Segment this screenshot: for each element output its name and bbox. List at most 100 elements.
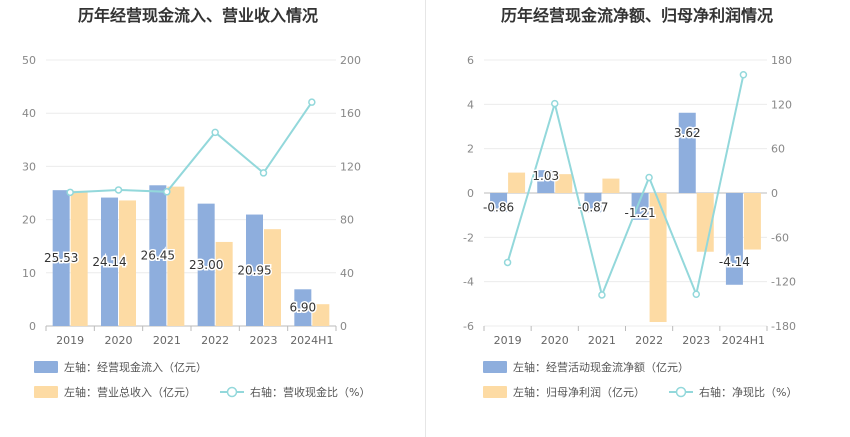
right-axis-tick: 80 xyxy=(340,214,354,227)
bar-value-label: 24.14 xyxy=(92,255,126,269)
bar-primary xyxy=(197,203,215,326)
bar-primary xyxy=(725,193,743,285)
x-axis-label: 2024H1 xyxy=(722,334,765,347)
ratio-point xyxy=(739,71,748,79)
x-axis-label: 2024H1 xyxy=(290,334,333,347)
right-axis-tick: -180 xyxy=(771,320,796,333)
bar-primary xyxy=(246,214,263,326)
bar-value-label: 23.00 xyxy=(189,258,223,272)
x-axis-label: 2022 xyxy=(201,334,229,347)
right-axis-tick: 40 xyxy=(340,267,354,280)
bar-primary xyxy=(52,190,70,326)
x-axis-label: 2023 xyxy=(250,334,278,347)
right-axis-tick: -120 xyxy=(771,276,796,289)
chart-title: 历年经营现金流入、营业收入情况 xyxy=(78,6,318,25)
bar-value-label: 20.95 xyxy=(237,263,271,277)
x-axis-label: 2019 xyxy=(56,334,84,347)
bar-primary xyxy=(537,170,555,193)
left-axis-tick: 4 xyxy=(467,98,474,111)
bar-value-label: 25.53 xyxy=(44,251,78,265)
chart-title: 历年经营现金流净额、归母净利润情况 xyxy=(501,6,773,25)
right-axis-tick: 120 xyxy=(771,98,792,111)
x-axis-label: 2019 xyxy=(494,334,522,347)
ratio-point xyxy=(259,169,268,177)
left-axis-tick: -2 xyxy=(463,231,474,244)
ratio-point xyxy=(598,291,606,299)
bar-primary xyxy=(678,112,696,193)
ratio-point xyxy=(645,173,653,182)
ratio-line xyxy=(70,101,313,194)
bar-secondary xyxy=(649,193,667,323)
cash-inflow-revenue-chart: 历年经营现金流入、营业收入情况 0 10 20 30 40 50 0 40 80 120 160 200… xyxy=(22,6,370,399)
panel-divider xyxy=(425,0,426,437)
left-axis-tick: -6 xyxy=(463,320,474,333)
legend-label: 右轴：净现比（%） xyxy=(699,385,797,399)
x-axis-label: 2022 xyxy=(635,334,663,347)
right-axis-tick: 0 xyxy=(771,187,778,200)
ratio-point xyxy=(503,258,512,267)
legend-swatch xyxy=(483,361,507,373)
right-axis-tick: 180 xyxy=(771,54,792,67)
bar-value-label: 6.90 xyxy=(289,301,316,315)
bar-secondary xyxy=(508,172,526,193)
right-axis-tick: -60 xyxy=(771,231,789,244)
left-axis-tick: -4 xyxy=(463,276,474,289)
bar-secondary xyxy=(167,186,185,326)
ratio-point xyxy=(308,98,316,106)
bar-secondary xyxy=(215,241,233,326)
ratio-line xyxy=(506,74,745,299)
left-axis-tick: 30 xyxy=(22,160,36,173)
bar-value-label: 3.62 xyxy=(674,126,701,140)
bar-primary xyxy=(490,193,508,213)
left-axis-tick: 40 xyxy=(22,107,36,120)
left-axis-tick: 10 xyxy=(22,267,36,280)
right-axis-tick: 160 xyxy=(340,107,361,120)
ratio-point xyxy=(551,99,559,108)
legend-label: 左轴：经营现金流入（亿元） xyxy=(64,360,207,374)
bar-primary xyxy=(149,185,167,326)
bar-primary xyxy=(584,193,602,213)
bar-primary xyxy=(294,289,312,326)
legend-swatch xyxy=(34,361,58,373)
ratio-point xyxy=(114,186,123,194)
bar-value-label: -0.87 xyxy=(577,200,608,214)
legend-label: 右轴：营收现金比（%） xyxy=(250,385,370,399)
ratio-point xyxy=(211,128,219,137)
ratio-point xyxy=(163,188,171,196)
bar-secondary xyxy=(264,229,281,326)
right-axis-tick: 120 xyxy=(340,160,361,173)
x-axis-label: 2021 xyxy=(588,334,616,347)
bar-secondary xyxy=(602,178,620,193)
left-axis-tick: 2 xyxy=(467,143,474,156)
right-axis-tick: 200 xyxy=(340,54,361,67)
bar-value-label: -0.86 xyxy=(483,200,514,214)
bar-value-label: -1.21 xyxy=(625,206,656,220)
bar-value-label: 1.03 xyxy=(532,169,559,183)
bar-value-label: 26.45 xyxy=(141,249,175,263)
ratio-point xyxy=(692,290,700,298)
bar-secondary xyxy=(743,193,761,250)
bar-value-label: -4.14 xyxy=(719,255,750,269)
legend-swatch xyxy=(34,386,58,398)
left-axis-tick: 20 xyxy=(22,214,36,227)
bar-secondary xyxy=(70,190,88,326)
legend-line-marker xyxy=(675,386,687,398)
bar-primary xyxy=(101,197,118,326)
legend-label: 左轴：归母净利润（亿元） xyxy=(513,385,645,399)
legend-label: 左轴：营业总收入（亿元） xyxy=(64,385,196,399)
right-axis-tick: 0 xyxy=(340,320,347,333)
bar-secondary xyxy=(555,174,573,193)
legend-swatch xyxy=(483,386,507,398)
right-axis-tick: 60 xyxy=(771,143,785,156)
left-axis-tick: 50 xyxy=(22,54,36,67)
left-axis-tick: 0 xyxy=(467,187,474,200)
ratio-point xyxy=(66,188,74,197)
legend-label: 左轴：经营活动现金流净额（亿元） xyxy=(513,360,689,374)
left-axis-tick: 6 xyxy=(467,54,474,67)
bar-secondary xyxy=(119,200,136,326)
x-axis-label: 2021 xyxy=(153,334,181,347)
x-axis-label: 2020 xyxy=(541,334,569,347)
left-axis-tick: 0 xyxy=(29,320,36,333)
x-axis-label: 2020 xyxy=(105,334,133,347)
